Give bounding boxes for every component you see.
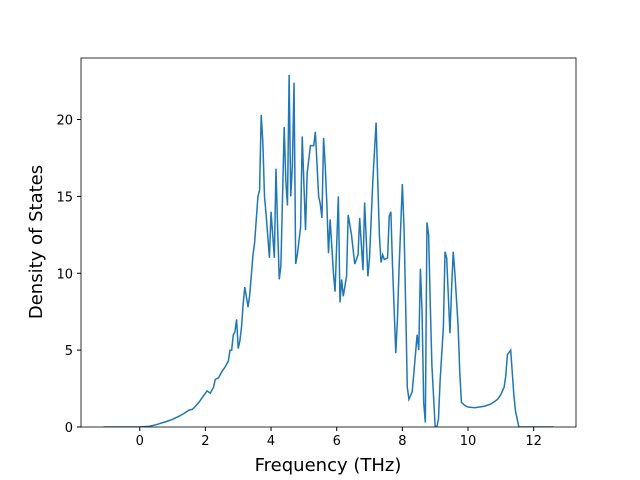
x-tick-label: 0	[136, 434, 144, 449]
x-tick-label: 2	[201, 434, 209, 449]
x-axis-label: Frequency (THz)	[255, 455, 402, 476]
y-tick-label: 0	[65, 421, 73, 436]
plot-frame	[80, 57, 577, 428]
y-tick-label: 15	[56, 190, 73, 205]
y-tick-label: 10	[56, 267, 73, 282]
x-tick-label: 10	[460, 434, 477, 449]
line	[103, 74, 554, 427]
x-tick-label: 4	[267, 434, 275, 449]
y-tick-label: 20	[56, 114, 73, 129]
x-tick-label: 8	[398, 434, 406, 449]
y-axis-label: Density of States	[26, 165, 47, 319]
y-tick-label: 5	[65, 344, 73, 359]
x-tick-label: 6	[333, 434, 341, 449]
x-tick-label: 12	[525, 434, 542, 449]
